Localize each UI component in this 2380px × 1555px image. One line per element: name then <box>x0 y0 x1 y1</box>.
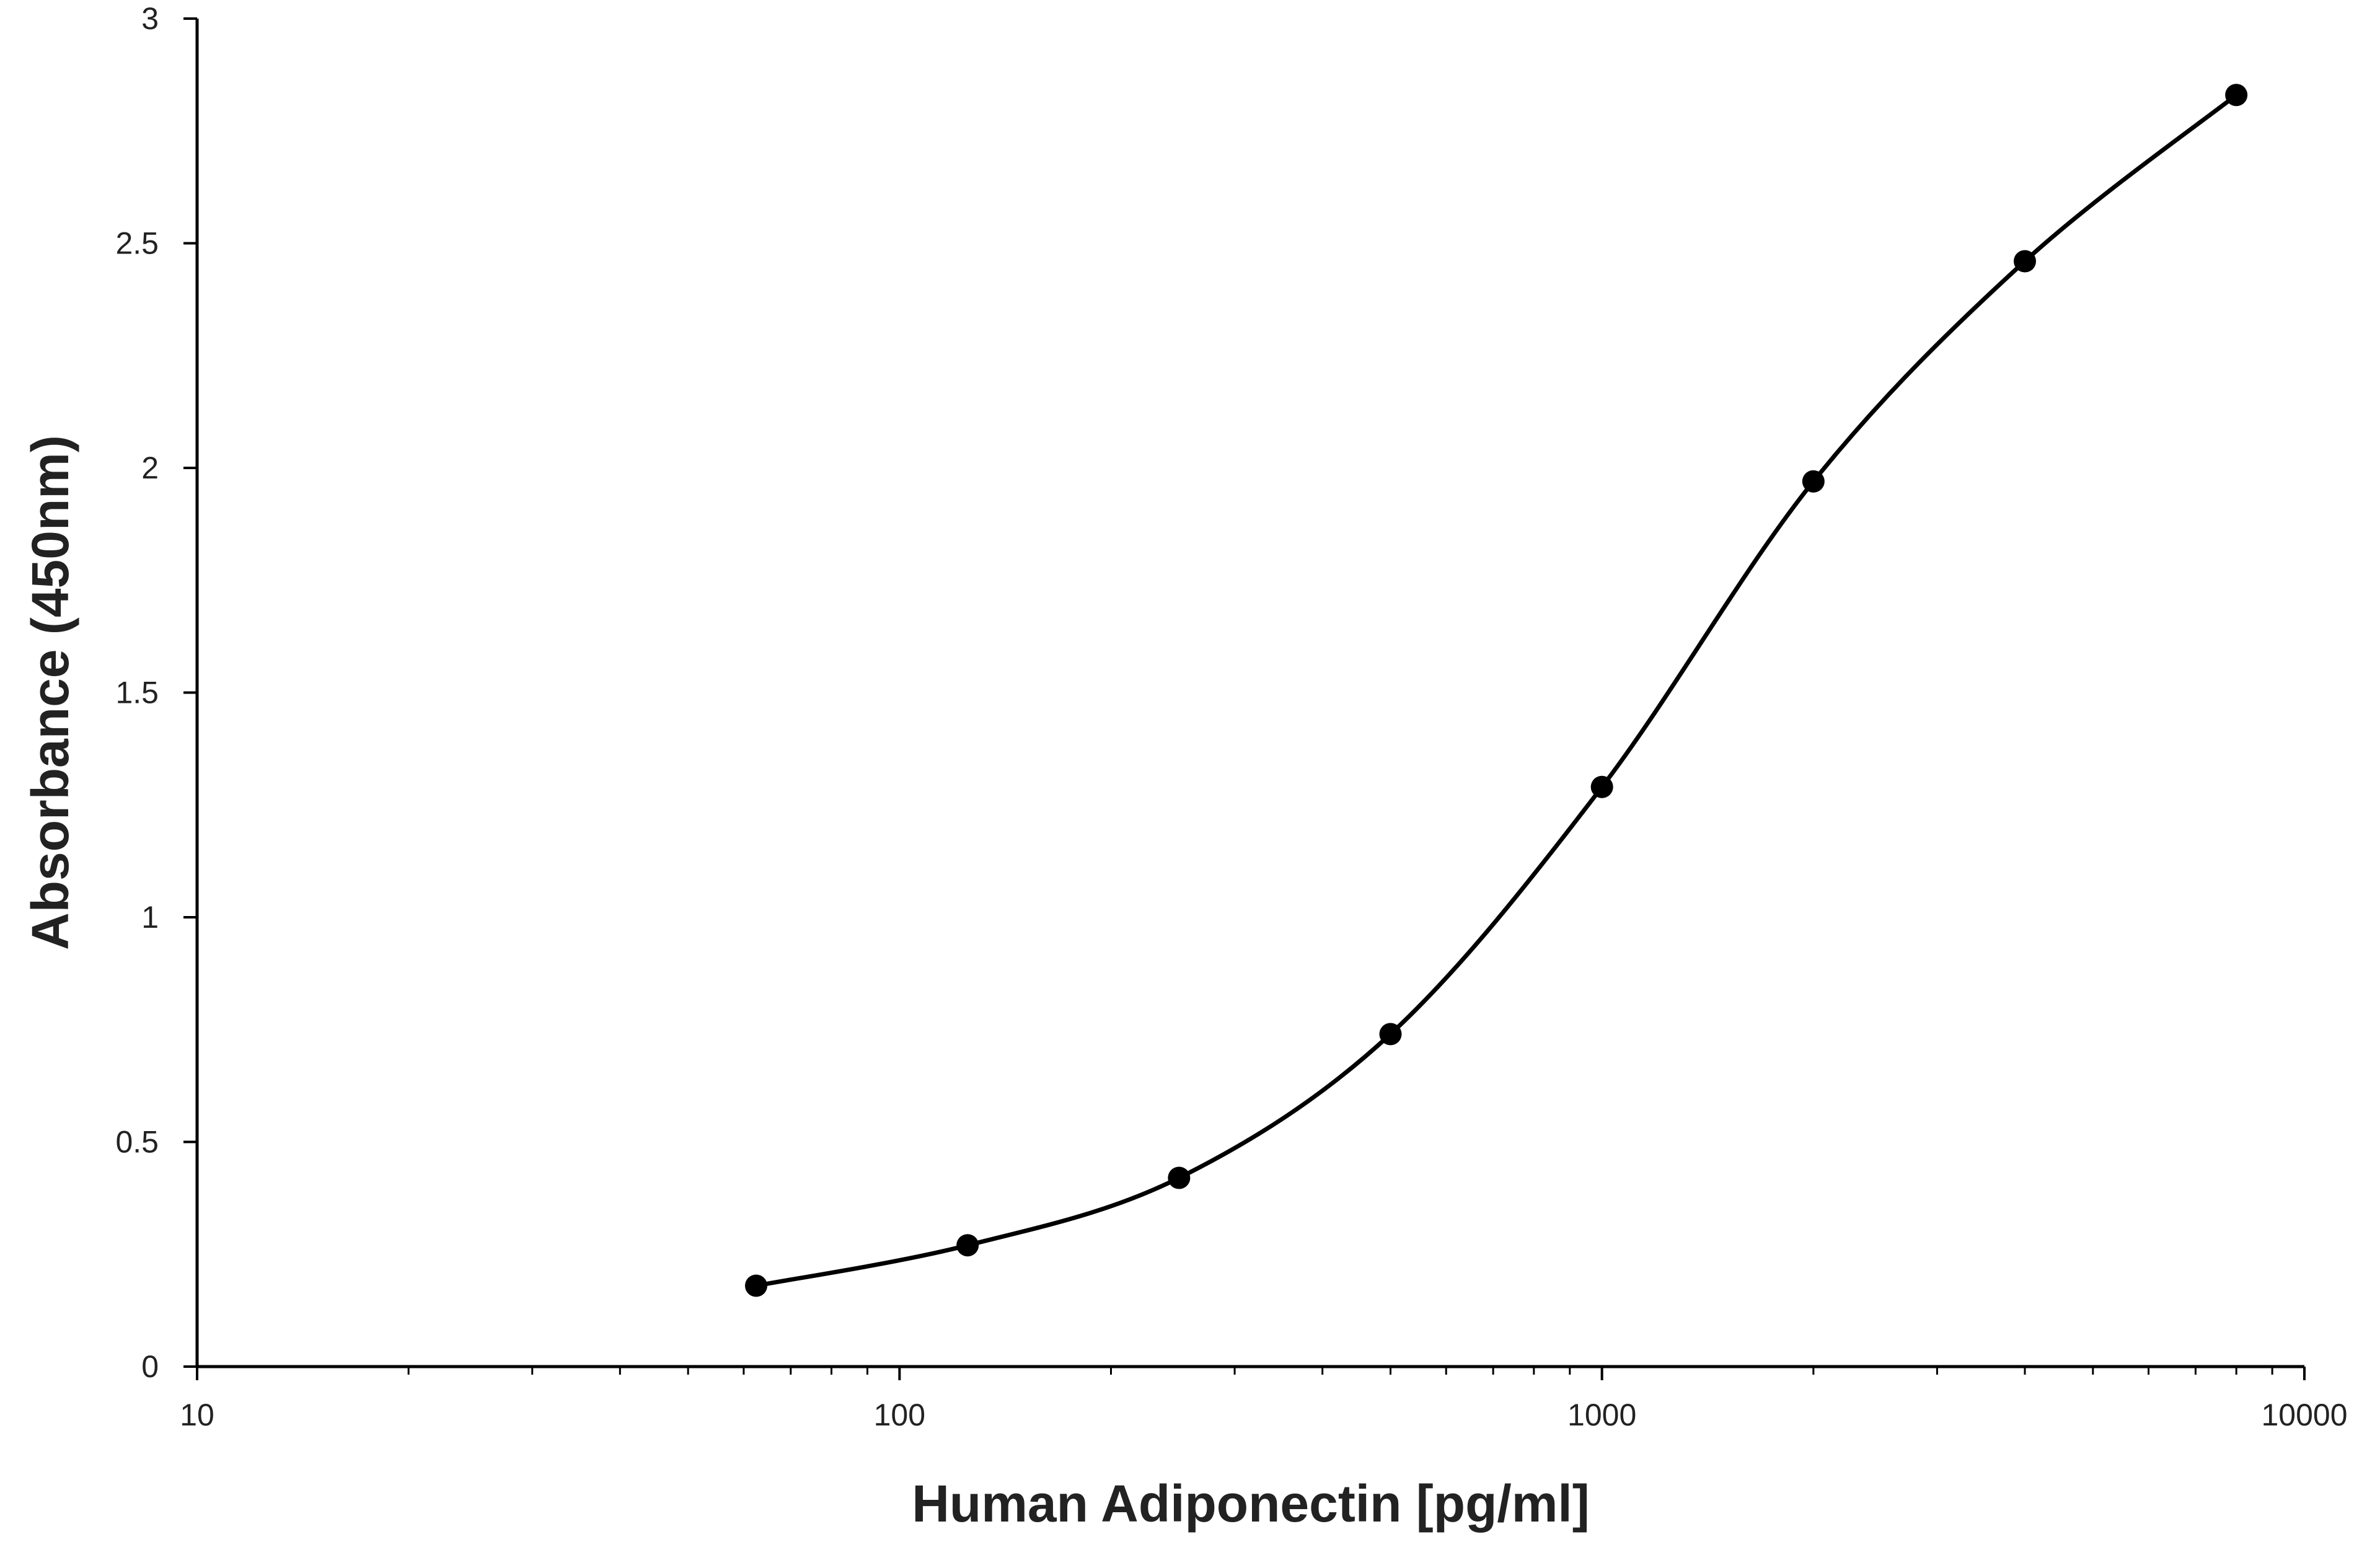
data-point <box>956 1234 979 1257</box>
y-tick-label: 2.5 <box>115 226 159 261</box>
data-point <box>1802 470 1825 493</box>
y-tick-label: 0 <box>141 1349 159 1384</box>
axes <box>183 17 2306 1380</box>
series-line <box>754 92 2239 1288</box>
data-point <box>744 1274 767 1297</box>
data-point <box>2225 84 2248 107</box>
x-axis-title: Human Adiponectin [pg/ml] <box>912 1474 1589 1533</box>
y-tick-label: 0.5 <box>115 1125 159 1160</box>
data-points <box>744 84 2248 1297</box>
data-point <box>2014 250 2037 273</box>
x-tick-label: 1000 <box>1567 1398 1636 1432</box>
y-tick-label: 1.5 <box>115 676 159 710</box>
y-tick-label: 3 <box>141 1 159 36</box>
curve <box>754 92 2239 1288</box>
data-point <box>1168 1166 1191 1189</box>
data-point <box>1379 1023 1402 1046</box>
x-tick-label: 10 <box>180 1398 214 1432</box>
y-tick-label: 2 <box>141 451 159 485</box>
x-tick-label: 100 <box>874 1398 925 1432</box>
data-point <box>1590 775 1613 798</box>
y-axis-title: Absorbance (450nm) <box>21 435 79 950</box>
y-tick-label: 1 <box>141 900 159 935</box>
x-tick-label: 10000 <box>2261 1398 2347 1432</box>
tick-labels: 0 0.5 1 1.5 2 2.5 3 10 100 1000 10000 <box>115 1 2347 1432</box>
